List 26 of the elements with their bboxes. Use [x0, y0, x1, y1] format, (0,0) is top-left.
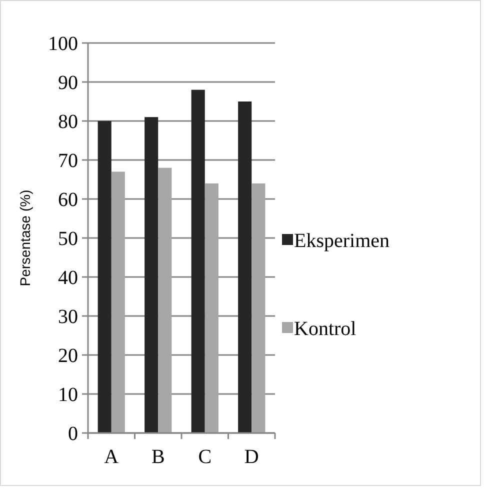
x-tick-label: D — [244, 446, 259, 468]
legend-label: Kontrol — [294, 318, 357, 340]
y-tick-label: 80 — [58, 111, 78, 133]
y-tick-label: 40 — [58, 267, 78, 289]
y-tick-label: 90 — [58, 72, 78, 94]
y-tick-label: 50 — [58, 228, 78, 250]
legend-label: Eksperimen — [294, 230, 390, 252]
y-axis-title: Persentase (%) — [17, 190, 33, 286]
x-tick-label: B — [151, 446, 165, 468]
y-tick-label: 10 — [58, 384, 78, 406]
y-tick-label: 70 — [58, 150, 78, 172]
y-tick-label: 100 — [48, 33, 78, 55]
y-tick-label: 60 — [58, 189, 78, 211]
bar — [111, 172, 125, 433]
x-tick-label: A — [104, 446, 120, 468]
bar — [191, 90, 205, 433]
bar — [252, 183, 266, 433]
y-tick-label: 0 — [68, 423, 78, 445]
bar — [204, 183, 218, 433]
y-tick-label: 30 — [58, 306, 78, 328]
bar — [238, 102, 252, 433]
bar — [144, 117, 158, 433]
bar — [98, 121, 112, 433]
bar — [158, 168, 172, 433]
y-tick-label: 20 — [58, 345, 78, 367]
x-tick-label: C — [198, 446, 212, 468]
